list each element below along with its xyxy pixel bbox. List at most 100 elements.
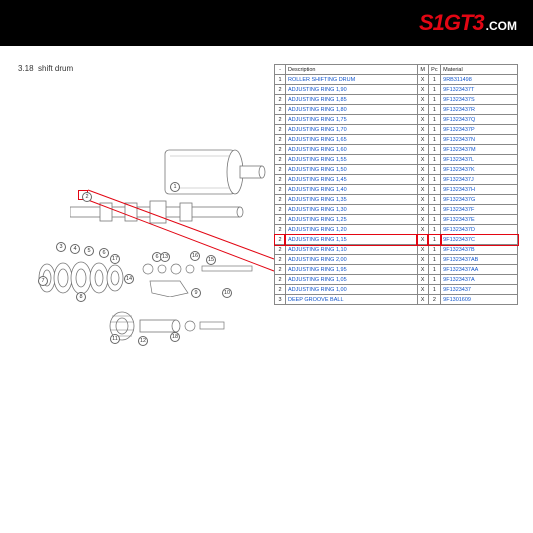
- cell-desc[interactable]: ADJUSTING RING 1,90: [285, 85, 417, 95]
- callout-8: 8: [76, 292, 86, 302]
- site-header: S1GT3.COM: [0, 0, 533, 46]
- cell-mat[interactable]: 9F1323437B: [441, 245, 518, 255]
- table-row: 2ADJUSTING RING 1,40X19F1323437H: [275, 185, 518, 195]
- cell-pc: 1: [428, 275, 441, 285]
- cell-pos: 2: [275, 135, 286, 145]
- cell-desc[interactable]: ADJUSTING RING 1,75: [285, 115, 417, 125]
- cell-desc[interactable]: ADJUSTING RING 1,55: [285, 155, 417, 165]
- cell-desc[interactable]: ADJUSTING RING 1,45: [285, 175, 417, 185]
- callout-15: 15: [206, 255, 216, 265]
- cell-pc: 1: [428, 75, 441, 85]
- cell-desc[interactable]: ADJUSTING RING 1,40: [285, 185, 417, 195]
- cell-desc[interactable]: ADJUSTING RING 1,10: [285, 245, 417, 255]
- callout-13: 13: [160, 252, 170, 262]
- cell-desc[interactable]: ADJUSTING RING 1,15: [285, 235, 417, 245]
- cell-pos: 2: [275, 85, 286, 95]
- cell-pc: 1: [428, 205, 441, 215]
- callout-14: 14: [124, 274, 134, 284]
- cell-pc: 1: [428, 265, 441, 275]
- col-pos: -: [275, 65, 286, 75]
- cell-m: X: [417, 105, 428, 115]
- cell-pc: 1: [428, 95, 441, 105]
- cell-desc[interactable]: ADJUSTING RING 1,20: [285, 225, 417, 235]
- cell-desc[interactable]: ADJUSTING RING 1,25: [285, 215, 417, 225]
- cell-desc[interactable]: ADJUSTING RING 1,60: [285, 145, 417, 155]
- cell-mat[interactable]: 9F1323437F: [441, 205, 518, 215]
- cell-mat[interactable]: 9F1323437Q: [441, 115, 518, 125]
- col-pc: Pc: [428, 65, 441, 75]
- cell-desc[interactable]: DEEP GROOVE BALL: [285, 295, 417, 305]
- callout-1: 1: [170, 182, 180, 192]
- callout-12: 12: [138, 336, 148, 346]
- logo-brand: S1GT3: [419, 10, 484, 35]
- cell-desc[interactable]: ADJUSTING RING 1,05: [285, 275, 417, 285]
- cell-pos: 2: [275, 95, 286, 105]
- cell-mat[interactable]: 9F1323437K: [441, 165, 518, 175]
- table-row: 1ROLLER SHIFTING DRUMX19RB311498: [275, 75, 518, 85]
- cell-mat[interactable]: 9F1323437C: [441, 235, 518, 245]
- section-title: 3.18 shift drum: [18, 64, 73, 73]
- cell-desc[interactable]: ADJUSTING RING 2,00: [285, 255, 417, 265]
- section-name: shift drum: [38, 64, 73, 73]
- callout-4: 4: [70, 244, 80, 254]
- col-desc: Description: [285, 65, 417, 75]
- cell-desc[interactable]: ADJUSTING RING 1,30: [285, 205, 417, 215]
- cell-mat[interactable]: 9F1323437T: [441, 85, 518, 95]
- cell-desc[interactable]: ADJUSTING RING 1,50: [285, 165, 417, 175]
- cell-desc[interactable]: ADJUSTING RING 1,85: [285, 95, 417, 105]
- cell-pc: 1: [428, 155, 441, 165]
- cell-mat[interactable]: 9F1323437: [441, 285, 518, 295]
- cell-desc[interactable]: ADJUSTING RING 1,00: [285, 285, 417, 295]
- cell-mat[interactable]: 9F1323437N: [441, 135, 518, 145]
- cell-pos: 2: [275, 255, 286, 265]
- table-row: 2ADJUSTING RING 1,80X19F1323437R: [275, 105, 518, 115]
- cell-pc: 1: [428, 225, 441, 235]
- cell-desc[interactable]: ADJUSTING RING 1,95: [285, 265, 417, 275]
- cell-pos: 2: [275, 265, 286, 275]
- cell-pc: 1: [428, 105, 441, 115]
- table-row: 2ADJUSTING RING 1,15X19F1323437C: [275, 235, 518, 245]
- cell-desc[interactable]: ADJUSTING RING 1,35: [285, 195, 417, 205]
- cell-desc[interactable]: ROLLER SHIFTING DRUM: [285, 75, 417, 85]
- page-content: 3.18 shift drum: [40, 72, 495, 452]
- cell-pc: 1: [428, 135, 441, 145]
- cell-desc[interactable]: ADJUSTING RING 1,70: [285, 125, 417, 135]
- cell-m: X: [417, 235, 428, 245]
- cell-mat[interactable]: 9F1323437S: [441, 95, 518, 105]
- cell-desc[interactable]: ADJUSTING RING 1,65: [285, 135, 417, 145]
- cell-mat[interactable]: 9F1323437D: [441, 225, 518, 235]
- cell-mat[interactable]: 9F1301609: [441, 295, 518, 305]
- cell-mat[interactable]: 9F1323437A: [441, 275, 518, 285]
- cell-mat[interactable]: 9F1323437AA: [441, 265, 518, 275]
- cell-mat[interactable]: 9F1323437J: [441, 175, 518, 185]
- cell-desc[interactable]: ADJUSTING RING 1,80: [285, 105, 417, 115]
- cell-m: X: [417, 255, 428, 265]
- cell-m: X: [417, 245, 428, 255]
- cell-mat[interactable]: 9F1323437G: [441, 195, 518, 205]
- cell-m: X: [417, 205, 428, 215]
- cell-pos: 2: [275, 145, 286, 155]
- cell-m: X: [417, 185, 428, 195]
- cell-pos: 2: [275, 235, 286, 245]
- table-row: 2ADJUSTING RING 1,90X19F1323437T: [275, 85, 518, 95]
- cell-pc: 1: [428, 285, 441, 295]
- cell-mat[interactable]: 9F1323437H: [441, 185, 518, 195]
- cell-pos: 2: [275, 155, 286, 165]
- cell-mat[interactable]: 9F1323437M: [441, 145, 518, 155]
- col-m: M: [417, 65, 428, 75]
- cell-pc: 1: [428, 115, 441, 125]
- cell-mat[interactable]: 9F1323437E: [441, 215, 518, 225]
- cell-mat[interactable]: 9F1323437AB: [441, 255, 518, 265]
- cell-pos: 2: [275, 275, 286, 285]
- cell-m: X: [417, 145, 428, 155]
- col-mat: Material: [441, 65, 518, 75]
- cell-pos: 2: [275, 285, 286, 295]
- cell-pc: 1: [428, 215, 441, 225]
- callout-10: 10: [222, 288, 232, 298]
- cell-mat[interactable]: 9F1323437R: [441, 105, 518, 115]
- cell-mat[interactable]: 9F1323437L: [441, 155, 518, 165]
- callout-9: 9: [191, 288, 201, 298]
- table-row: 2ADJUSTING RING 1,35X19F1323437G: [275, 195, 518, 205]
- cell-mat[interactable]: 9F1323437P: [441, 125, 518, 135]
- cell-mat[interactable]: 9RB311498: [441, 75, 518, 85]
